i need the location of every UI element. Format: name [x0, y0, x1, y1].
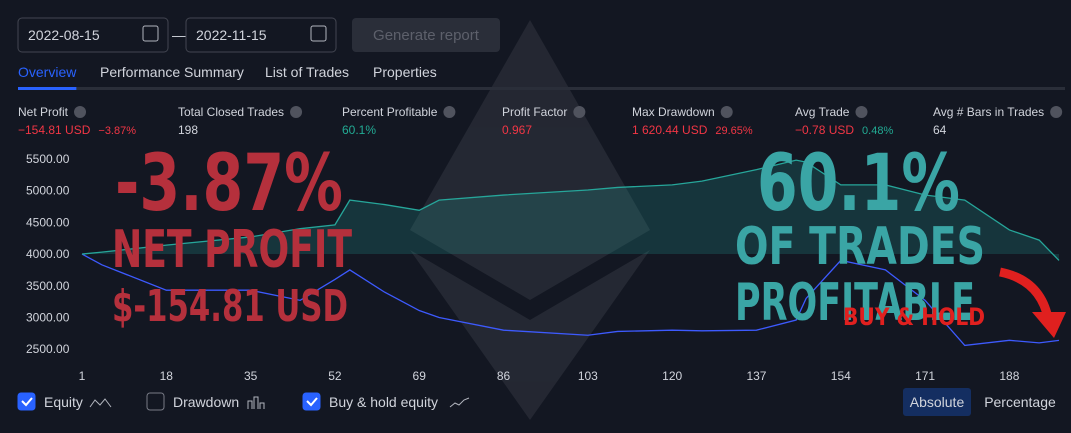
- metric-sub: 0.48%: [862, 125, 893, 137]
- legend-label: Drawdown: [173, 394, 239, 410]
- metric-label: Profit Factor: [502, 105, 567, 119]
- x-tick-label: 120: [662, 369, 682, 383]
- buyhold-checkbox[interactable]: [302, 392, 321, 411]
- legend-icon: [449, 397, 470, 408]
- metric-value: −154.81 USD: [18, 123, 91, 137]
- info-icon: [1050, 106, 1063, 118]
- x-tick-label: 35: [244, 369, 258, 383]
- metric-label: Avg Trade: [795, 105, 850, 119]
- annotation: OF TRADES: [735, 217, 985, 277]
- x-tick-label: 137: [746, 369, 766, 383]
- tab-rule: [18, 87, 1065, 90]
- date-separator: —: [172, 27, 186, 43]
- equity-area: [82, 160, 1059, 261]
- watermark: [410, 20, 650, 420]
- calendar-icon: [142, 25, 159, 42]
- y-tick-label: 4500.00: [26, 215, 70, 229]
- x-tick-label: 103: [578, 369, 598, 383]
- x-tick-label: 52: [328, 369, 342, 383]
- metric-label: Max Drawdown: [632, 105, 715, 119]
- legend-label: Buy & hold equity: [329, 394, 438, 410]
- date-to: 2022-11-15: [196, 27, 267, 43]
- metric-value: 198: [178, 123, 198, 137]
- drawdown-checkbox[interactable]: [146, 392, 165, 411]
- arrow: [998, 267, 1053, 320]
- annotation: PROFITABLE: [735, 273, 975, 333]
- mode-toggle[interactable]: Percentage: [984, 394, 1056, 410]
- info-icon: [573, 106, 586, 118]
- annotation: -3.87%: [115, 139, 343, 229]
- y-tick-label: 4000.00: [26, 247, 70, 261]
- info-icon: [74, 106, 87, 118]
- legend-label: Equity: [44, 394, 83, 410]
- info-icon: [855, 106, 868, 118]
- legend-icon: [247, 396, 265, 409]
- x-tick-label: 154: [831, 369, 851, 383]
- info-icon: [720, 106, 733, 118]
- series-line: [81, 253, 1060, 347]
- y-tick-label: 5000.00: [26, 184, 70, 198]
- check-mark: [21, 397, 33, 407]
- metric-sub: −3.87%: [98, 125, 136, 137]
- y-tick-label: 3000.00: [26, 310, 70, 324]
- mode-active[interactable]: [903, 388, 971, 416]
- metric-label: Avg # Bars in Trades: [933, 105, 1044, 119]
- annotation: NET PROFIT: [112, 220, 352, 280]
- tab[interactable]: Properties: [373, 64, 437, 80]
- metric-label: Net Profit: [18, 105, 69, 119]
- info-icon: [443, 106, 456, 118]
- calendar-icon: [310, 25, 327, 42]
- legend-icon: [89, 398, 112, 408]
- y-tick-label: 2500.00: [26, 342, 70, 356]
- arrow-head: [1032, 312, 1066, 338]
- mode-toggle[interactable]: Absolute: [910, 394, 965, 410]
- date-input[interactable]: [185, 17, 337, 53]
- metric-value: 0.967: [502, 123, 532, 137]
- info-icon: [290, 106, 303, 118]
- generate-label: Generate report: [373, 27, 480, 44]
- date-input[interactable]: [17, 17, 169, 53]
- metric-value: 1 620.44 USD: [632, 123, 708, 137]
- annotation: BUY & HOLD: [843, 303, 985, 331]
- generate-button[interactable]: [352, 18, 500, 52]
- x-tick-label: 1: [79, 369, 86, 383]
- tab[interactable]: Performance Summary: [100, 64, 244, 80]
- x-tick-label: 171: [915, 369, 935, 383]
- series-line: [81, 159, 1060, 261]
- y-tick-label: 5500.00: [26, 152, 70, 166]
- metric-value: 60.1%: [342, 123, 376, 137]
- date-from: 2022-08-15: [28, 27, 100, 43]
- metric-label: Percent Profitable: [342, 105, 438, 119]
- x-tick-label: 188: [999, 369, 1019, 383]
- x-tick-label: 18: [160, 369, 174, 383]
- y-tick-label: 3500.00: [26, 279, 70, 293]
- annotation: 60.1%: [757, 139, 960, 229]
- equity-checkbox[interactable]: [17, 392, 36, 411]
- x-tick-label: 69: [413, 369, 427, 383]
- annotation: $-154.81 USD: [112, 281, 348, 332]
- tab[interactable]: List of Trades: [265, 64, 349, 80]
- metric-label: Total Closed Trades: [178, 105, 284, 119]
- tab[interactable]: Overview: [18, 64, 77, 80]
- metric-value: 64: [933, 123, 947, 137]
- x-tick-label: 86: [497, 369, 511, 383]
- metric-value: −0.78 USD: [795, 123, 854, 137]
- check-mark: [306, 397, 318, 407]
- tab-underline: [18, 87, 77, 90]
- metric-sub: 29.65%: [715, 125, 753, 137]
